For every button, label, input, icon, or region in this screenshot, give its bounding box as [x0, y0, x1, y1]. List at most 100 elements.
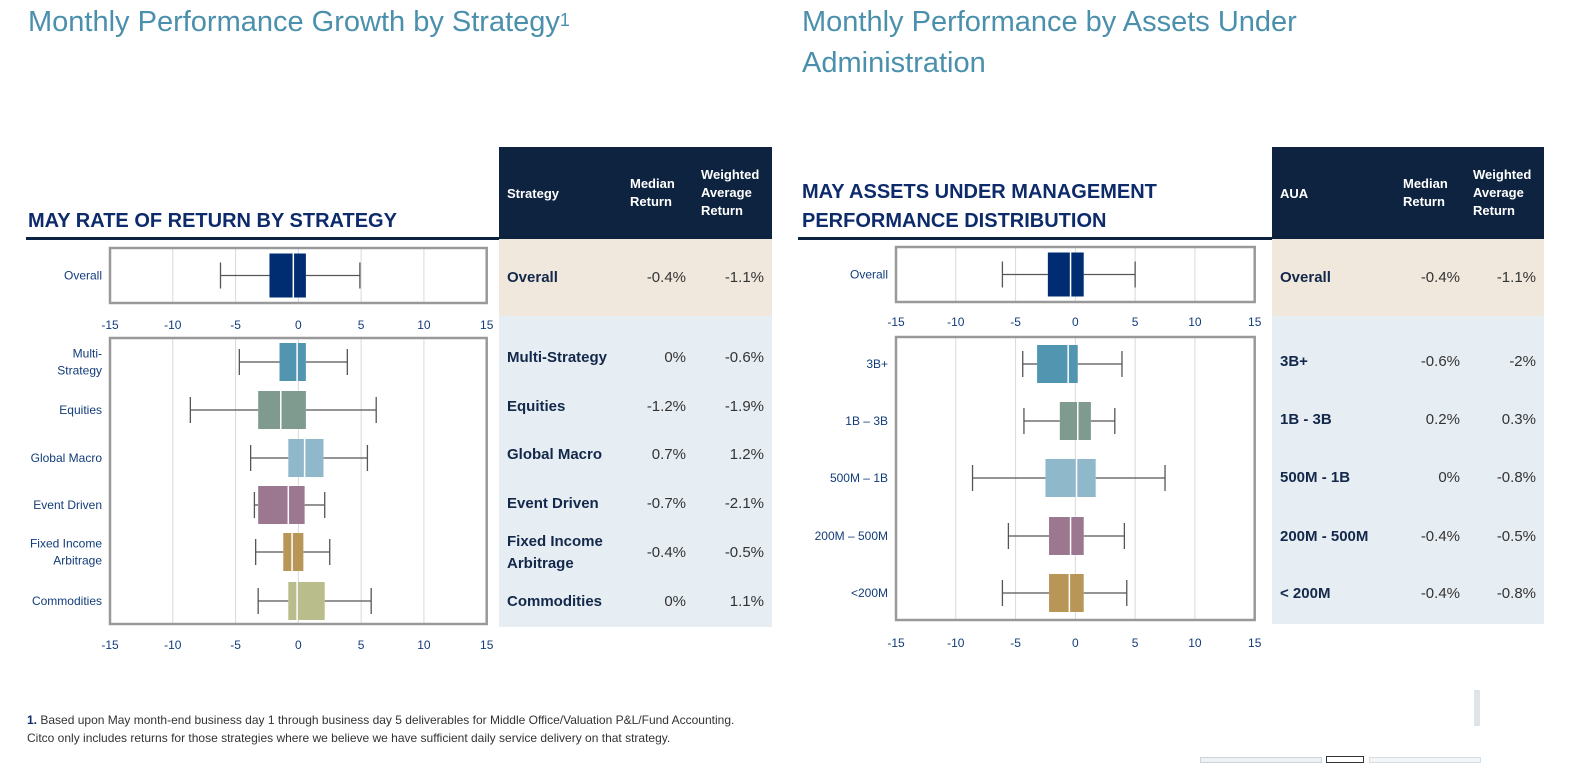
series-4-box: [283, 533, 304, 571]
x-tick-label: 5: [1132, 315, 1139, 329]
weighted-return: 1.1%: [729, 593, 764, 610]
category-label: Global Macro: [31, 451, 103, 465]
header-median-return: Median Return: [630, 175, 675, 211]
header-weighted-average-return: Weighted Average Return: [701, 166, 759, 220]
weighted-return: -0.6%: [724, 349, 764, 366]
overall-box: [1047, 252, 1084, 297]
header-text: Return: [701, 203, 743, 218]
median-return: -0.4%: [1420, 585, 1460, 602]
body-rows-bg: [1272, 316, 1544, 624]
section-title-aua: MAY ASSETS UNDER MANAGEMENT PERFORMANCE …: [802, 178, 1157, 236]
header-text: Weighted: [1473, 167, 1532, 182]
weighted-return: -2.1%: [724, 495, 764, 512]
category-label: 200M – 500M: [815, 529, 888, 543]
table-header: AUA Median Return Weighted Average Retur…: [1272, 147, 1544, 239]
series-1-box: [258, 391, 306, 429]
section-rule-strategy: [26, 237, 500, 240]
footnote: 1. Based upon May month-end business day…: [27, 711, 807, 747]
page-title-strategy: Monthly Performance Growth by Strategy1: [28, 2, 570, 43]
weighted-return: -2%: [1509, 353, 1536, 370]
row-label: 500M - 1B: [1280, 469, 1351, 486]
x-tick-label: 5: [1132, 636, 1139, 650]
median-return: -0.4%: [646, 269, 686, 286]
header-weighted-average-return: Weighted Average Return: [1473, 166, 1531, 220]
row-label: Event Driven: [507, 495, 599, 512]
x-tick-label: -10: [164, 318, 182, 332]
weighted-return: -1.1%: [1496, 269, 1536, 286]
x-tick-label: 15: [1248, 636, 1262, 650]
weighted-return: 1.2%: [729, 446, 764, 463]
x-tick-label: 0: [1072, 315, 1079, 329]
x-tick-label: 0: [295, 638, 302, 652]
x-tick-label: 10: [1188, 636, 1202, 650]
header-text: Median: [630, 176, 675, 191]
section-title-line: MAY ASSETS UNDER MANAGEMENT: [802, 181, 1157, 203]
page-title-line: Administration: [802, 47, 986, 79]
median-return: 0%: [664, 349, 686, 366]
decorative-bar-horizontal-right: [1369, 757, 1481, 763]
category-label: Strategy: [57, 364, 102, 378]
footnote-line-2: Citco only includes returns for those st…: [27, 731, 671, 745]
main-plot-frame: [108, 336, 488, 626]
category-label: Overall: [64, 269, 102, 283]
x-tick-label: 10: [417, 318, 431, 332]
weighted-return: -0.5%: [1496, 528, 1536, 545]
category-label: Fixed Income: [30, 537, 102, 551]
overall-row-bg: [1272, 239, 1544, 316]
median-return: 0%: [1438, 469, 1460, 486]
section-title-strategy: MAY RATE OF RETURN BY STRATEGY: [28, 210, 397, 232]
median-return: -0.4%: [1420, 528, 1460, 545]
row-label: Overall: [507, 269, 558, 286]
footnote-marker: 1.: [27, 713, 38, 727]
decorative-bar-vertical: [1474, 690, 1480, 726]
header-text: Average: [1473, 185, 1524, 200]
weighted-return: 0.3%: [1501, 411, 1536, 428]
row-label: 3B+: [1280, 353, 1308, 370]
header-text: Return: [1403, 194, 1445, 209]
row-label-line: Arbitrage: [507, 555, 574, 572]
x-tick-label: 15: [480, 318, 494, 332]
x-tick-label: -15: [101, 638, 119, 652]
weighted-return: -0.8%: [1496, 585, 1536, 602]
row-label: 1B - 3B: [1280, 411, 1332, 428]
header-strategy: Strategy: [507, 186, 560, 201]
row-label: 200M - 500M: [1280, 528, 1369, 545]
x-tick-label: 0: [295, 318, 302, 332]
category-label: Overall: [850, 268, 888, 282]
weighted-return: -0.5%: [724, 544, 764, 561]
category-label: 500M – 1B: [830, 471, 888, 485]
row-label: Fixed Income Arbitrage: [507, 531, 603, 575]
x-tick-label: 5: [358, 318, 365, 332]
boxplot-chart-strategy: Overall -15 -10 -5 0 5 10 15 Multi- Strategy Equit…: [30, 246, 494, 652]
header-median-return: Median Return: [1403, 175, 1448, 211]
row-label: Commodities: [507, 593, 603, 610]
body-rows-bg: [499, 316, 772, 627]
row-label-line: Fixed Income: [507, 533, 603, 550]
x-tick-label: -10: [164, 638, 182, 652]
decorative-box: [1326, 756, 1364, 763]
category-label: <200M: [851, 586, 888, 600]
section-rule-aua: [798, 237, 1272, 240]
median-return: -0.7%: [646, 495, 686, 512]
x-tick-label: -5: [230, 318, 241, 332]
x-tick-label: 10: [417, 638, 431, 652]
median-return: -1.2%: [646, 398, 686, 415]
series-4-box: [1049, 574, 1084, 612]
footnote-line-1: 1. Based upon May month-end business day…: [27, 711, 807, 729]
table-header: Strategy Median Return Weighted Average …: [499, 147, 772, 239]
overall-plot-frame: [894, 245, 1256, 304]
x-tick-label: -10: [947, 315, 965, 329]
category-label: Arbitrage: [53, 554, 102, 568]
header-text: Median: [1403, 176, 1448, 191]
x-tick-label: -15: [887, 315, 905, 329]
header-aua: AUA: [1280, 186, 1309, 201]
series-1-box: [1059, 402, 1091, 440]
x-tick-label: -15: [101, 318, 119, 332]
page-title-line: Monthly Performance by Assets Under: [802, 6, 1297, 38]
x-tick-label: 0: [1072, 636, 1079, 650]
series-3-box: [258, 486, 305, 524]
main-plot-frame: [894, 335, 1256, 622]
header-text: Weighted: [701, 167, 760, 182]
series-0-box: [279, 343, 306, 381]
aua-table: AUA Median Return Weighted Average Retur…: [1272, 147, 1544, 624]
